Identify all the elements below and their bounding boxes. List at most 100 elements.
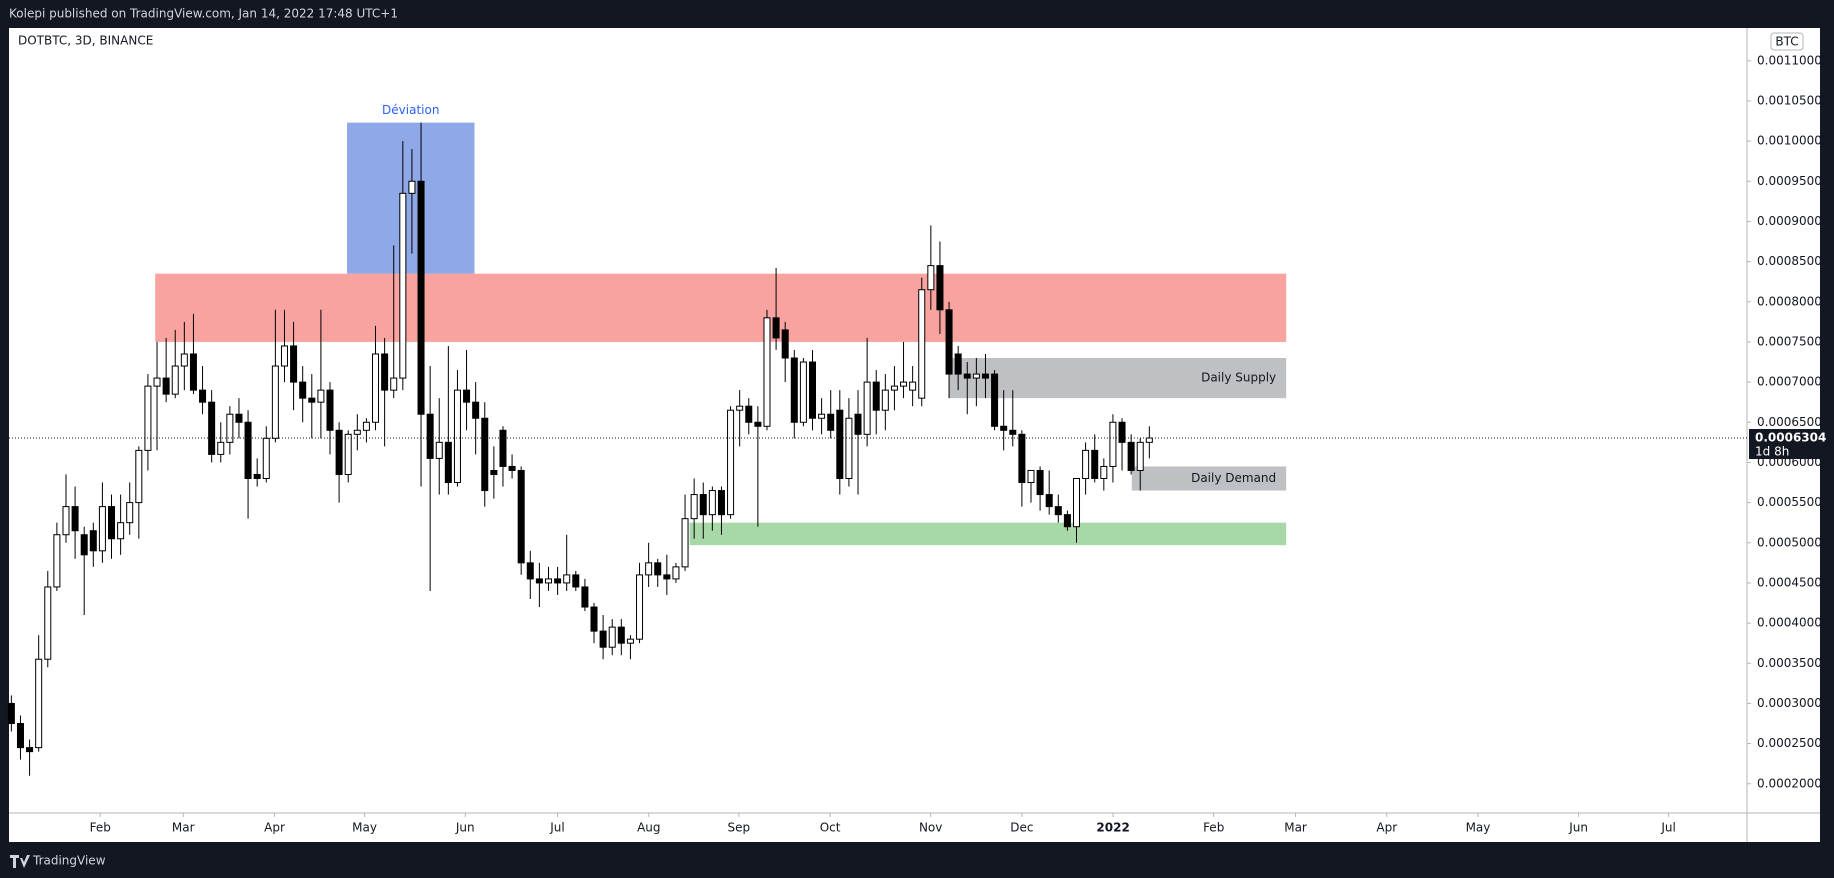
candle-body [226,413,234,443]
candle-body [881,389,889,411]
candle-body [854,413,862,435]
candle-body [890,385,898,391]
candle-body [189,353,197,391]
candle-body [98,506,106,552]
plot-area: Déviation Daily Supply Daily Demand [7,103,1287,776]
zone [689,522,1287,546]
candle-body [663,574,671,580]
brand-name: TradingView [32,854,106,868]
candle-body [827,413,835,431]
candle-body [490,469,498,475]
candle-body [526,562,534,580]
candle-body [372,353,380,423]
candle-body [344,433,352,475]
candle-body [1036,469,1044,496]
candle-body [626,638,634,644]
candle-body [936,265,944,311]
y-tick-label: 0.0009000 [1757,214,1822,228]
candle-body [162,377,170,395]
candle-body [44,586,52,660]
candle-body [1127,441,1135,471]
candle-body [972,373,980,379]
zone-label: Déviation [382,103,439,117]
y-tick-label: 0.0011000 [1757,53,1822,67]
candle-body [544,578,552,584]
y-tick-label: 0.0009500 [1757,174,1822,188]
candle-body [1009,429,1017,435]
candle-body [481,417,489,492]
candle-body [353,429,361,435]
x-tick-label: Sep [728,821,751,835]
brand-logo [10,855,30,868]
candle-body [1027,469,1035,484]
candle-body [235,413,243,423]
candle-body [71,506,79,532]
candle-body [863,381,871,435]
unit-label: BTC [1775,35,1798,49]
candle-body [1136,441,1144,471]
candle-body [900,381,908,387]
candle-body [463,389,471,403]
candle-body [799,361,807,423]
candle-body [1091,449,1099,479]
candle-body [781,329,789,359]
candle-body [608,626,616,648]
candle-body [244,421,252,479]
y-tick-label: 0.0006500 [1757,415,1822,429]
y-tick-label: 0.0010500 [1757,93,1822,107]
candle-body [153,377,161,387]
candle-body [963,373,971,379]
y-tick-label: 0.0010000 [1757,134,1822,148]
candle-body [763,317,771,427]
candle-body [617,626,625,644]
candle-body [7,702,15,725]
candle-body [208,401,216,455]
candle-body [299,381,307,399]
candle-body [89,530,97,552]
candle-body [690,494,698,520]
candle-body [636,574,644,640]
candle-body [1082,449,1090,479]
y-tick-label: 0.0008500 [1757,254,1822,268]
x-tick-label: Nov [919,821,942,835]
candle-body [1018,433,1026,484]
candle-body [217,441,225,455]
y-tick-label: 0.0002000 [1757,776,1822,790]
candle-body [699,494,707,516]
x-tick-label: May [352,821,377,835]
candle-body [1118,421,1126,443]
candle-body [417,180,425,415]
candle-body [745,405,753,423]
candle-body [435,441,443,459]
x-tick-label: Feb [1203,821,1224,835]
y-tick-label: 0.0005500 [1757,495,1822,509]
candle-body [144,385,152,451]
chart-panel [9,28,1820,842]
y-tick-label: 0.0004000 [1757,616,1822,630]
candle-body [517,469,525,564]
last-price-box [1749,429,1820,460]
candle-body [444,441,452,484]
candle-body [35,658,43,749]
y-tick-label: 0.0007500 [1757,334,1822,348]
candle-body [954,353,962,375]
candle-body [381,353,389,391]
candle-body [945,309,953,375]
candle-body [326,389,334,431]
y-tick-label: 0.0007000 [1757,375,1822,389]
candle-body [80,534,88,556]
candle-body [199,389,207,403]
candle-body [1073,477,1081,528]
candle-body [681,518,689,568]
x-tick-label: Dec [1010,821,1033,835]
x-tick-label: Mar [172,821,195,835]
candle-body [599,630,607,648]
candle-body [262,437,270,479]
candle-body [772,317,780,339]
candle-body [280,345,288,367]
candle-body [790,357,798,423]
x-tick-label: May [1466,821,1491,835]
candle-body [508,465,516,471]
candle-body [654,562,662,576]
